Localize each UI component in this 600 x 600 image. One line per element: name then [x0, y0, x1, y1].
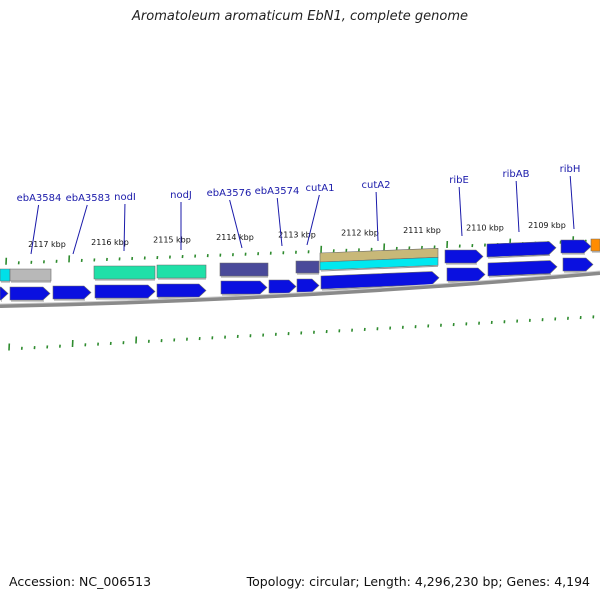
gene-label: cutA2 — [362, 180, 391, 191]
gene-leader-line — [72, 204, 88, 255]
scale-label: 2110 kbp — [466, 224, 504, 233]
gene-leader-line — [375, 191, 379, 242]
gene-label: ribAB — [503, 169, 530, 180]
gene-leader-line — [458, 186, 463, 237]
gene-label: ebA3574 — [255, 186, 300, 197]
scale-label: 2114 kbp — [216, 233, 254, 242]
gene-feature — [296, 278, 320, 293]
gene-feature — [295, 260, 320, 274]
gene-feature — [94, 284, 156, 299]
genome-backbone — [0, 270, 600, 308]
gene-feature-shadow — [487, 254, 551, 259]
gene-feature — [487, 260, 558, 277]
gene-leader-line — [123, 203, 126, 252]
gene-label: ebA3576 — [207, 188, 252, 199]
gene-feature — [486, 241, 557, 258]
gene-feature — [0, 268, 11, 282]
gene-leader-line — [229, 199, 243, 249]
inner-scale-ticks — [8, 315, 595, 351]
gene-feature — [444, 249, 484, 264]
gene-leader-line — [276, 197, 283, 247]
backbone-line — [0, 271, 600, 308]
genome-summary-text: Topology: circular; Length: 4,296,230 bp… — [246, 574, 590, 589]
gene-leader-line — [569, 175, 575, 230]
gene-feature — [446, 267, 486, 282]
gene-feature — [93, 265, 156, 280]
gene-feature — [560, 239, 592, 254]
gene-feature — [320, 271, 440, 290]
scale-label: 2116 kbp — [91, 238, 129, 247]
gene-label: nodJ — [170, 190, 192, 201]
gene-feature-shadow — [320, 265, 439, 272]
backbone-highlight — [0, 270, 600, 305]
gene-label: nodI — [114, 192, 136, 203]
gene-feature — [220, 280, 268, 295]
gene-label-leaders — [30, 175, 575, 255]
gene-feature — [9, 286, 51, 301]
accession-text: Accession: NC_006513 — [9, 574, 152, 589]
gene-label: ribH — [560, 164, 581, 175]
gene-label: ebA3584 — [17, 193, 62, 204]
gene-feature — [219, 262, 269, 277]
map-title: Aromatoleum aromaticum EbN1, complete ge… — [132, 9, 468, 24]
gene-label: cutA1 — [306, 183, 335, 194]
scale-labels: 2117 kbp 2116 kbp 2115 kbp 2114 kbp 2113 kbp… — [28, 221, 566, 249]
scale-label: 2115 kbp — [153, 235, 191, 244]
scale-label: 2117 kbp — [28, 240, 66, 249]
scale-label: 2113 kbp — [278, 231, 316, 240]
gene-labels: ebA3584 ebA3583 nodI nodJ ebA3576 ebA3574 cutA… — [17, 164, 581, 204]
gene-feature — [319, 256, 439, 271]
gene-feature — [156, 283, 207, 298]
gene-leader-line — [30, 204, 40, 255]
gene-feature — [0, 286, 9, 301]
scale-label: 2111 kbp — [403, 226, 441, 235]
gene-feature — [590, 238, 600, 252]
gene-feature — [52, 285, 92, 300]
gene-leader-line — [306, 194, 320, 246]
scale-label: 2112 kbp — [341, 228, 379, 237]
scale-label: 2109 kbp — [528, 221, 566, 230]
gene-label: ribE — [449, 175, 469, 186]
gene-feature — [9, 268, 52, 282]
gene-label: ebA3583 — [66, 193, 111, 204]
gene-feature-shadow — [488, 273, 552, 278]
gene-leader-line — [515, 180, 520, 233]
gene-feature — [268, 279, 297, 294]
gene-feature — [156, 264, 207, 279]
gene-feature — [562, 257, 594, 272]
feature-track — [0, 238, 600, 302]
